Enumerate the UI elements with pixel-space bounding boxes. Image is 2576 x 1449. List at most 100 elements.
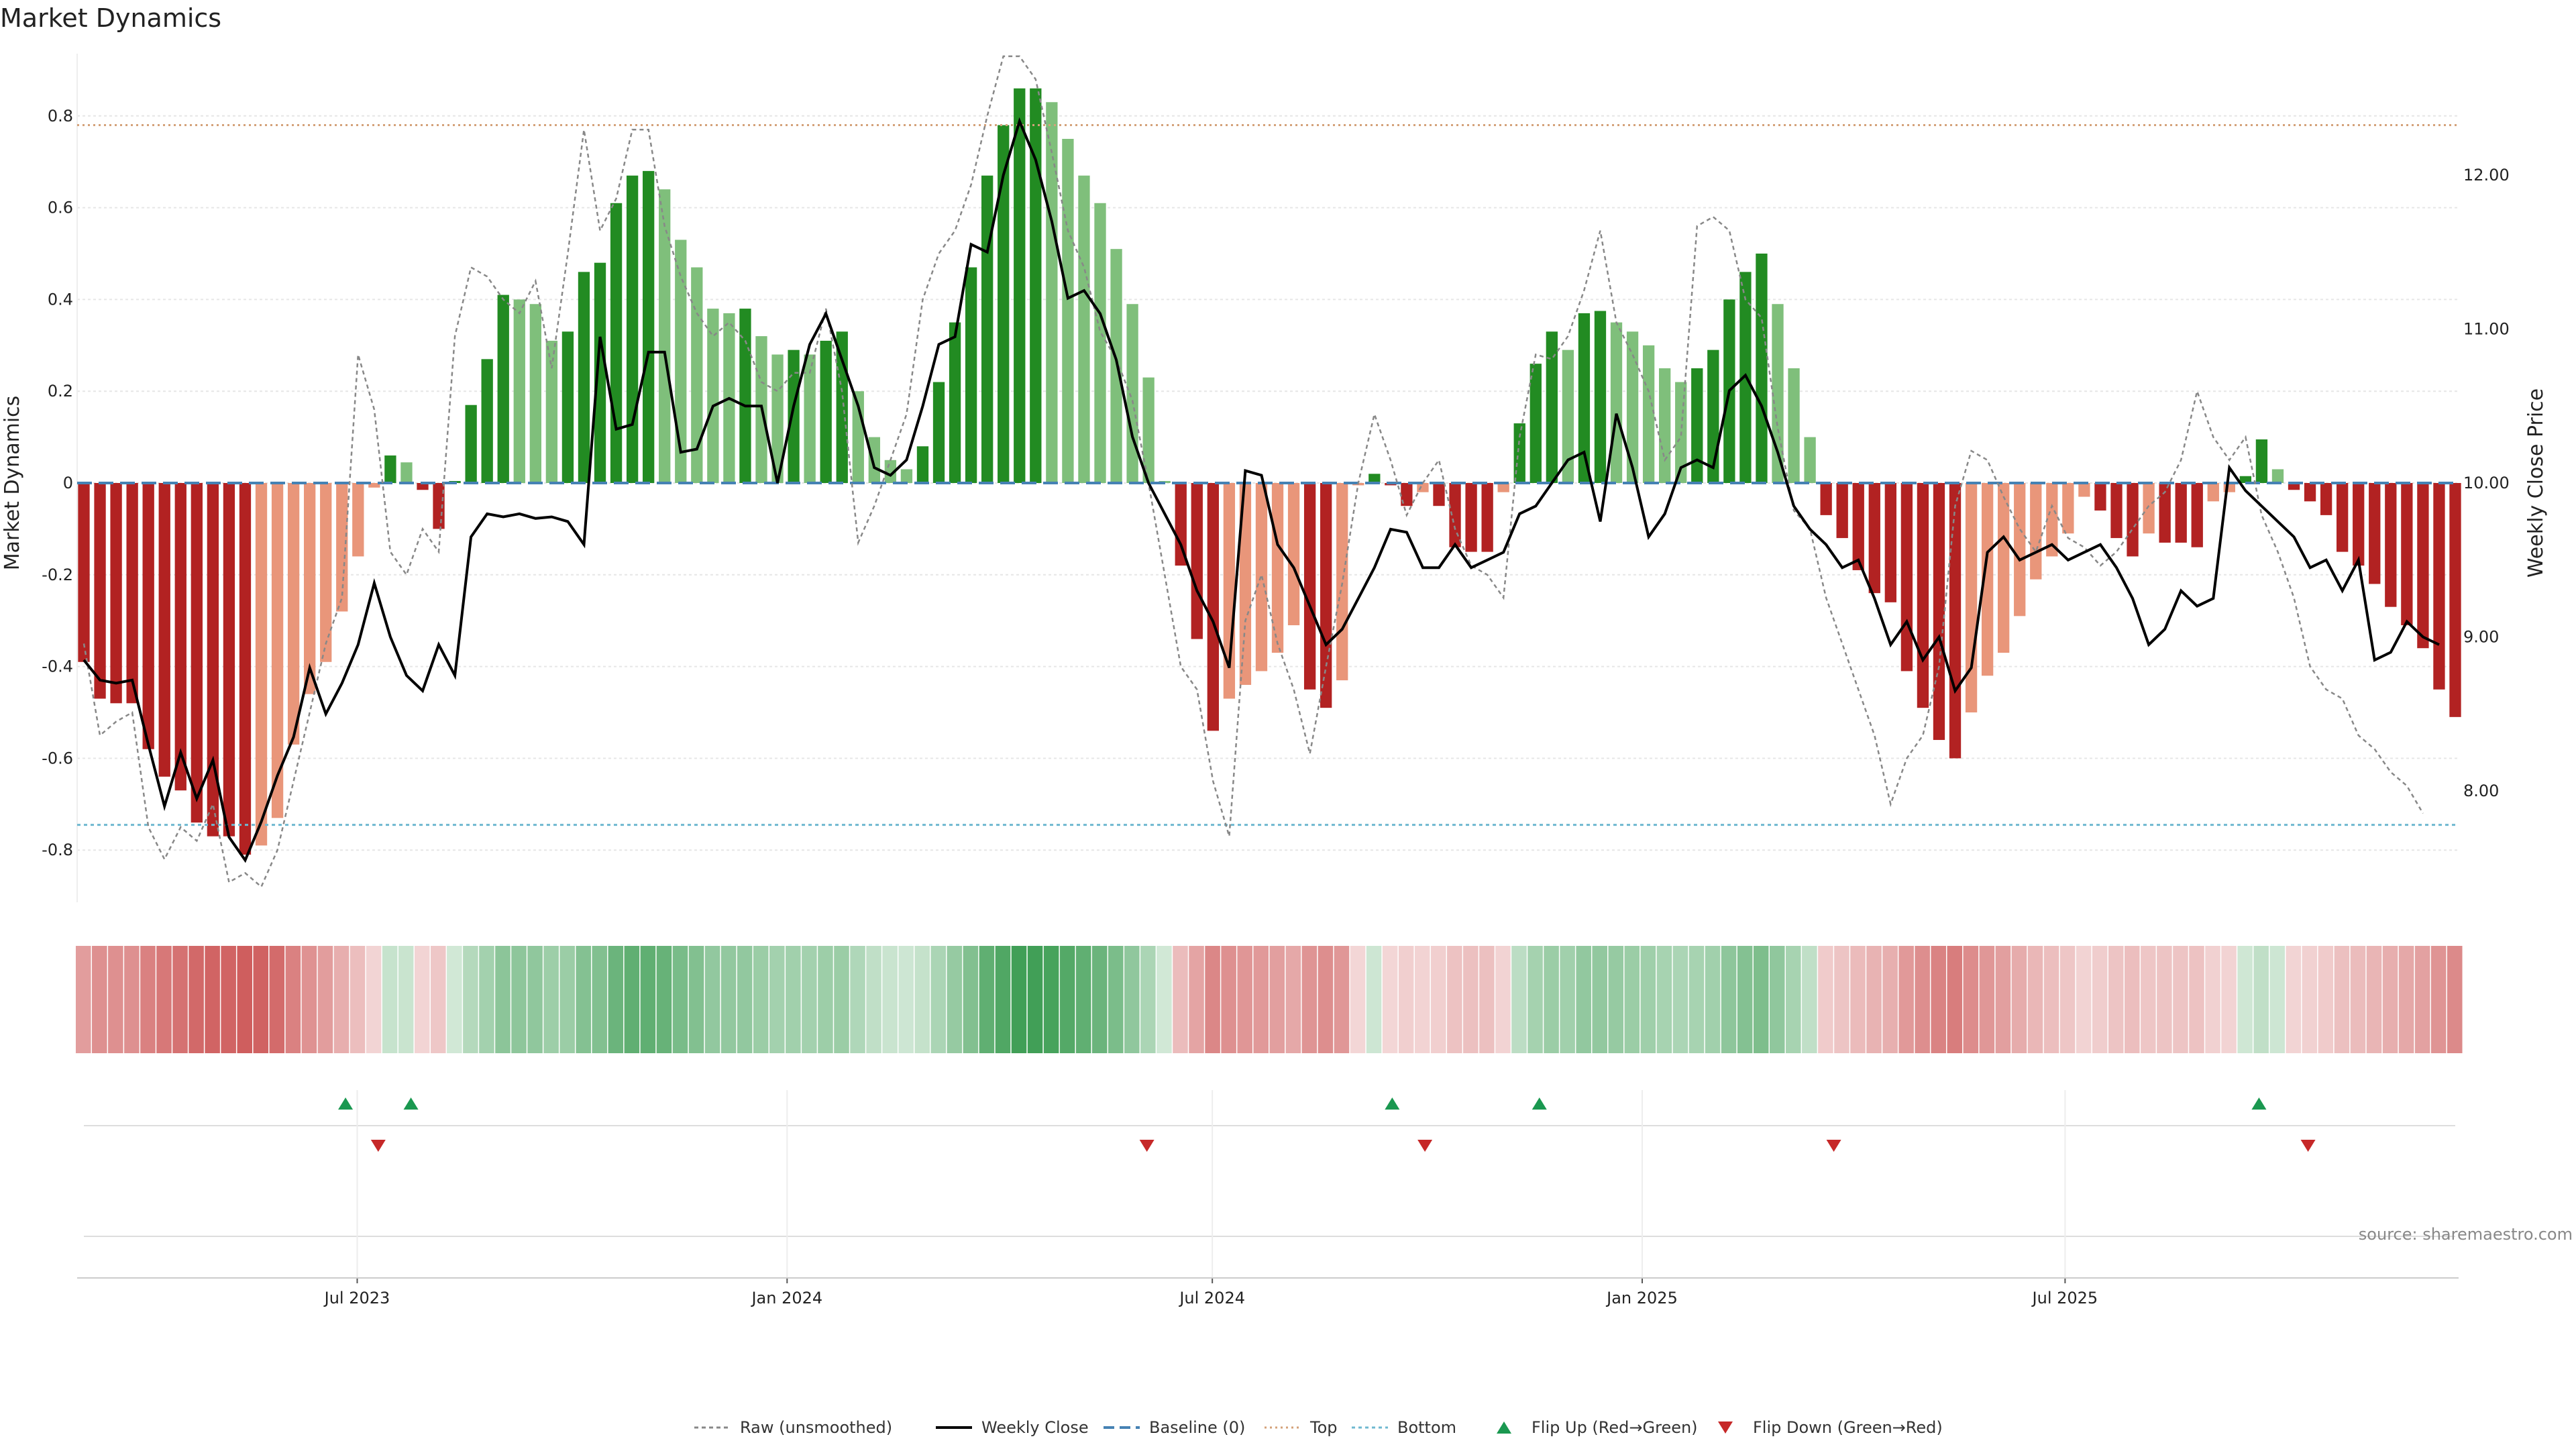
heat-cell [1495,946,1511,1053]
heat-cell [640,946,656,1053]
heat-cell [1721,946,1737,1053]
raw-line [83,55,2424,888]
heat-cell [1705,946,1721,1053]
heat-cell [2350,946,2366,1053]
heat-cell [301,946,317,1053]
momentum-bar [2401,483,2413,626]
heat-cell [1544,946,1559,1053]
momentum-bar [1207,483,1219,731]
momentum-bar [433,483,445,529]
legend: Raw (unsmoothed) Weekly Close Baseline (0)… [694,1418,1943,1437]
momentum-bar [1691,368,1703,483]
heat-cell [2189,946,2204,1053]
legend-flip-up-swatch [1497,1421,1511,1434]
momentum-bar [707,309,719,483]
heat-cell [382,946,398,1053]
flip-down-marker [370,1140,386,1152]
heat-cell [1253,946,1269,1053]
momentum-bar [1287,483,1300,626]
momentum-bar [2207,483,2219,502]
momentum-bar [2449,483,2461,717]
momentum-bar [1772,304,1784,483]
momentum-bar [336,483,348,612]
heat-cell [1931,946,1946,1053]
heat-cell [1157,946,1172,1053]
heat-cell [1091,946,1108,1053]
heat-cell [2157,946,2172,1053]
heat-cell [979,946,995,1053]
momentum-bar [207,483,219,837]
momentum-bar [1852,483,1864,570]
momentum-bar [1417,483,1429,492]
heat-cell [1769,946,1785,1053]
heat-cell [1334,946,1350,1053]
left-y-tick-label: 0 [63,474,73,492]
heat-cell [2173,946,2188,1053]
heat-cell [802,946,817,1053]
heat-cell [559,946,575,1053]
flip-down-marker [2300,1140,2316,1152]
momentum-bar [465,405,477,483]
momentum-bar [1401,483,1413,506]
heat-cell [221,946,236,1053]
momentum-bar [110,483,122,704]
left-y-tick-label: 0.6 [48,199,73,217]
heat-cell [237,946,252,1053]
momentum-bar [271,483,284,818]
heat-cell [769,946,785,1053]
momentum-bar [1594,311,1607,483]
momentum-bar [836,331,848,483]
heat-cell [704,946,720,1053]
momentum-bar [1481,483,1493,552]
heat-cell [1963,946,1979,1053]
momentum-bar [1900,483,1913,672]
momentum-bar [1578,313,1591,483]
momentum-bar [239,483,252,855]
heat-cell [1479,946,1495,1053]
momentum-bar [2353,483,2365,566]
heat-cell [2027,946,2043,1053]
heat-cell [786,946,801,1053]
heat-cell [2414,946,2430,1053]
source-note: source: sharemaestro.com [2359,1225,2573,1244]
momentum-bar [384,455,396,483]
momentum-bar [1094,203,1106,483]
legend-label-close: Weekly Close [981,1418,1089,1437]
heat-cell [2366,946,2382,1053]
heat-cell [656,946,672,1053]
left-axis-label: Market Dynamics [1,396,24,571]
heat-cell [1995,946,2011,1053]
heat-cell [1802,946,1817,1053]
momentum-bar [1239,483,1252,685]
x-tick-label: Jan 2024 [750,1289,822,1307]
momentum-bar [2094,483,2106,511]
momentum-bar [626,175,639,483]
momentum-bar [304,483,316,694]
heat-cell [2108,946,2124,1053]
heat-cell [688,946,704,1053]
heat-cell [818,946,833,1053]
left-y-tick-label: -0.2 [42,566,73,584]
heat-cell [2318,946,2334,1053]
left-y-tick-label: -0.8 [42,841,73,859]
legend-label-flip_down: Flip Down (Green→Red) [1753,1418,1943,1437]
heat-cell [1624,946,1640,1053]
heat-cell [1221,946,1236,1053]
heat-cell [1205,946,1220,1053]
heat-cell [720,946,737,1053]
heat-cell [2398,946,2414,1053]
heat-cell [1301,946,1318,1053]
flip-signal-panel [84,1097,2455,1237]
heat-cell [1318,946,1334,1053]
momentum-bar [981,175,994,483]
momentum-bar [1368,474,1381,483]
legend-label-top: Top [1309,1418,1338,1437]
right-axis-label: Weekly Close Price [2524,388,2548,578]
heat-cell [1818,946,1833,1053]
momentum-bar [998,125,1010,484]
momentum-bar [2078,483,2090,497]
momentum-bar [94,483,106,699]
momentum-bar [2062,483,2074,534]
momentum-bar [287,483,300,745]
heat-cell [737,946,753,1053]
